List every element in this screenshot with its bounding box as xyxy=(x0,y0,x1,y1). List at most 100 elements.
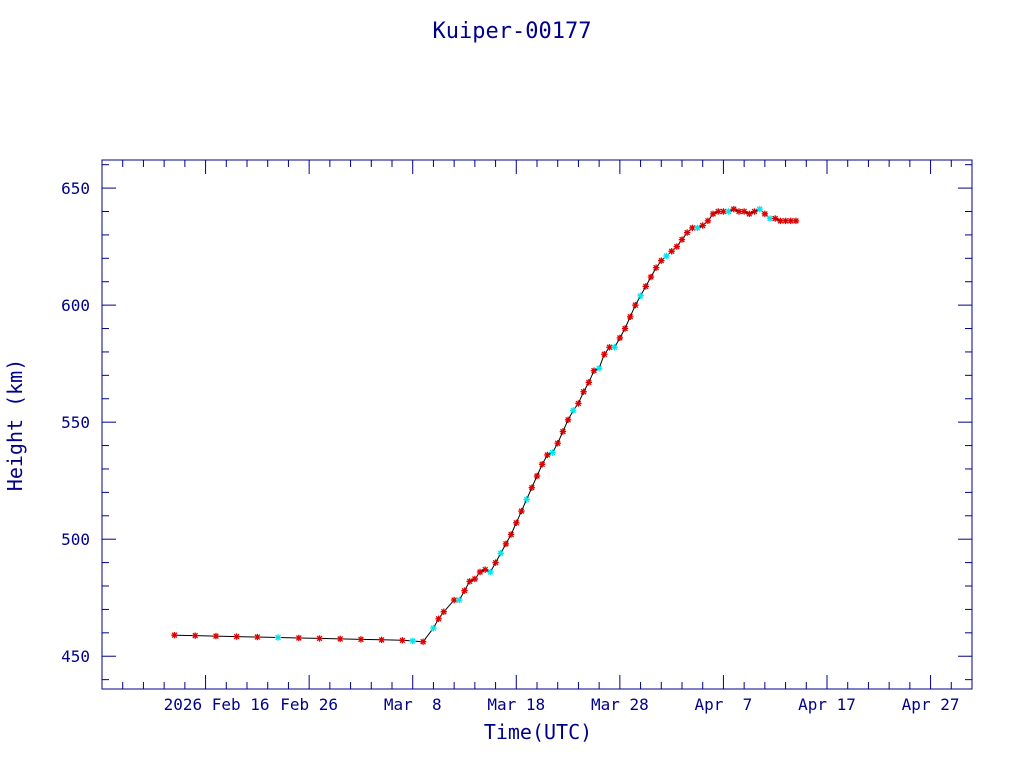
data-point xyxy=(544,451,551,459)
point-stroke xyxy=(756,206,763,213)
point-stroke xyxy=(591,367,597,374)
point-stroke xyxy=(741,208,748,215)
data-point xyxy=(725,208,732,215)
point-stroke xyxy=(720,208,727,215)
data-point xyxy=(709,210,717,218)
point-stroke xyxy=(503,541,509,547)
point-stroke xyxy=(518,508,525,514)
point-stroke xyxy=(673,243,680,250)
data-point xyxy=(440,608,447,615)
data-point xyxy=(792,217,800,225)
plot-border xyxy=(101,159,973,690)
point-stroke xyxy=(730,206,737,213)
point-stroke xyxy=(585,379,592,386)
point-stroke xyxy=(699,222,706,229)
data-point xyxy=(730,205,737,213)
point-stroke xyxy=(596,365,603,372)
point-stroke xyxy=(528,484,535,491)
point-stroke xyxy=(471,576,478,582)
plot-frame xyxy=(101,159,973,690)
data-point xyxy=(683,229,691,236)
data-point xyxy=(704,217,712,225)
data-point xyxy=(658,257,665,264)
point-stroke xyxy=(440,608,447,615)
series-line-group xyxy=(174,208,796,643)
point-stroke xyxy=(787,217,794,224)
point-stroke xyxy=(192,632,199,639)
data-point xyxy=(430,624,437,632)
data-point xyxy=(466,578,473,585)
point-stroke xyxy=(513,519,520,526)
x-tick-label: 2026 Feb 16 xyxy=(164,695,270,714)
point-stroke xyxy=(508,531,514,538)
x-tick-label: Apr 7 xyxy=(695,695,753,714)
point-stroke xyxy=(409,638,416,644)
data-point xyxy=(518,507,525,515)
point-stroke xyxy=(358,636,364,643)
point-stroke xyxy=(275,634,281,641)
data-point xyxy=(627,313,634,321)
point-stroke xyxy=(767,215,773,222)
data-point xyxy=(549,449,556,456)
data-point xyxy=(476,568,484,576)
point-stroke xyxy=(751,208,758,215)
data-point xyxy=(746,210,753,218)
point-stroke xyxy=(560,428,566,435)
point-stroke xyxy=(451,597,458,603)
data-point xyxy=(570,407,577,414)
point-stroke xyxy=(715,208,722,215)
point-stroke xyxy=(606,344,613,351)
data-point xyxy=(254,633,261,641)
data-point xyxy=(621,325,629,332)
data-point xyxy=(647,273,655,281)
x-tick-label: Mar 28 xyxy=(591,695,649,714)
data-point xyxy=(668,248,675,255)
data-point xyxy=(740,208,748,215)
point-stroke xyxy=(684,229,691,236)
point-stroke xyxy=(616,335,623,341)
data-point xyxy=(492,559,499,566)
data-point xyxy=(378,636,385,644)
point-stroke xyxy=(539,461,546,468)
data-point xyxy=(580,388,587,395)
data-point xyxy=(487,568,494,576)
data-point xyxy=(663,252,670,260)
data-point xyxy=(295,634,302,642)
point-stroke xyxy=(679,236,685,243)
x-axis-ticks: 2026 Feb 16 Feb 26 Mar 8 Mar 18 Mar 28 Apr 7 A… xyxy=(101,160,973,714)
data-point xyxy=(637,292,644,299)
point-stroke xyxy=(710,210,716,217)
data-point xyxy=(482,566,489,573)
x-tick-label: Apr 27 xyxy=(902,695,960,714)
data-point xyxy=(559,428,567,435)
point-stroke xyxy=(295,635,302,641)
data-point xyxy=(461,587,468,594)
data-point xyxy=(357,636,365,643)
series-points-group xyxy=(171,205,800,645)
x-tick-label: Apr 17 xyxy=(798,695,856,714)
point-stroke xyxy=(461,587,468,594)
data-point xyxy=(419,638,427,645)
point-stroke xyxy=(549,449,556,456)
data-point xyxy=(694,224,701,232)
data-point xyxy=(171,631,178,639)
data-point xyxy=(507,531,515,538)
point-stroke xyxy=(663,253,670,259)
point-stroke xyxy=(523,496,530,503)
data-point xyxy=(590,367,598,374)
point-stroke xyxy=(213,633,219,639)
data-point xyxy=(611,344,618,351)
point-stroke xyxy=(611,344,618,351)
point-stroke xyxy=(570,407,577,414)
data-point xyxy=(595,365,603,372)
y-tick-label: 550 xyxy=(61,413,90,432)
point-stroke xyxy=(694,225,701,231)
data-point xyxy=(585,379,592,386)
data-point xyxy=(575,400,582,407)
point-stroke xyxy=(482,566,489,573)
data-point xyxy=(601,351,608,358)
data-point xyxy=(233,633,240,640)
data-point xyxy=(435,615,442,622)
point-stroke xyxy=(565,416,571,423)
